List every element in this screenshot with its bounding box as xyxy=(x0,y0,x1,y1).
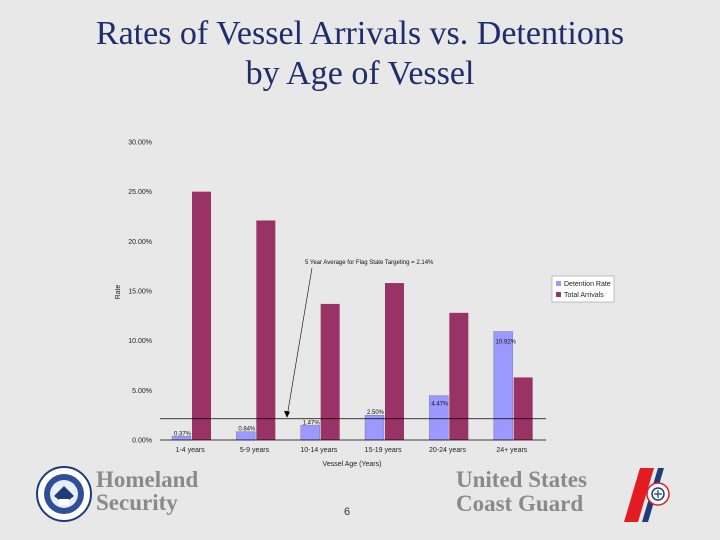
detention-data-label: 2.50% xyxy=(367,410,385,416)
legend-label: Detention Rate xyxy=(564,281,611,288)
x-tick-label: 15-19 years xyxy=(365,447,402,454)
arrivals-bar xyxy=(385,283,404,440)
page-number: 6 xyxy=(344,506,351,518)
uscg-line-2: Coast Guard xyxy=(456,491,584,516)
arrivals-bar xyxy=(192,191,211,440)
y-tick-label: 15.00% xyxy=(128,289,152,296)
x-tick-label: 10-14 years xyxy=(300,447,337,454)
title-line-1: Rates of Vessel Arrivals vs. Detentions xyxy=(95,15,625,52)
homeland-line-1: Homeland xyxy=(96,467,199,492)
homeland-line-2: Security xyxy=(96,490,178,515)
detention-data-label: 4.47% xyxy=(431,402,449,408)
x-tick-label: 1-4 years xyxy=(176,447,206,454)
reference-arrow xyxy=(286,267,313,417)
arrivals-bar xyxy=(513,377,533,440)
detention-data-label: 1.47% xyxy=(303,420,321,426)
uscg-line-1: United States xyxy=(456,467,587,492)
x-tick-label: 20-24 years xyxy=(429,447,466,454)
reference-arrowhead xyxy=(284,410,290,418)
detention-data-label: 0.84% xyxy=(238,427,256,433)
arrivals-bar xyxy=(449,312,469,440)
slide-title: Rates of Vessel Arrivals vs. Detentions … xyxy=(0,14,720,94)
legend-swatch xyxy=(556,281,561,286)
bars: 0.37% 0.84% 1.47% 2.50% 4.47% 10.92% xyxy=(171,191,533,441)
x-axis-label: Vessel Age (Years) xyxy=(323,461,382,468)
x-tick-label: 5-9 years xyxy=(240,447,270,454)
x-axis: 1-4 years 5-9 years 10-14 years 15-19 years… xyxy=(160,439,546,454)
y-tick-label: 0.00% xyxy=(132,438,152,445)
detention-data-label: 10.92% xyxy=(496,340,517,346)
detention-bar xyxy=(493,331,513,441)
y-tick-label: 10.00% xyxy=(128,338,152,345)
legend-box xyxy=(551,275,615,303)
y-tick-label: 25.00% xyxy=(128,189,152,196)
dhs-seal-icon xyxy=(36,466,92,522)
detention-bar xyxy=(300,425,320,441)
legend-label: Total Arrivals xyxy=(564,292,604,299)
legend: Detention Rate Total Arrivals xyxy=(551,275,615,303)
reference-line-group: 5 Year Average for Flag State Targeting … xyxy=(160,260,546,420)
y-tick-label: 30.00% xyxy=(128,140,152,147)
arrivals-bar xyxy=(320,303,340,440)
title-line-2: by Age of Vessel xyxy=(245,55,475,92)
uscg-wordmark: United States Coast Guard xyxy=(456,468,587,516)
dhs-logo: Homeland Security xyxy=(36,466,226,522)
x-tick-label: 24+ years xyxy=(496,447,527,454)
y-axis-label: Rate xyxy=(115,285,122,300)
detention-data-label: 0.37% xyxy=(174,431,192,437)
y-tick-label: 20.00% xyxy=(128,239,152,246)
uscg-racing-stripe-icon xyxy=(624,468,670,522)
legend-swatch xyxy=(556,292,561,297)
detention-bar xyxy=(236,431,256,441)
arrivals-bar xyxy=(256,220,276,440)
reference-line-label: 5 Year Average for Flag State Targeting … xyxy=(305,260,434,266)
y-axis: 0.00% 5.00% 10.00% 15.00% 20.00% 25.00% 30.00% xyxy=(128,140,152,445)
y-tick-label: 5.00% xyxy=(132,388,152,395)
